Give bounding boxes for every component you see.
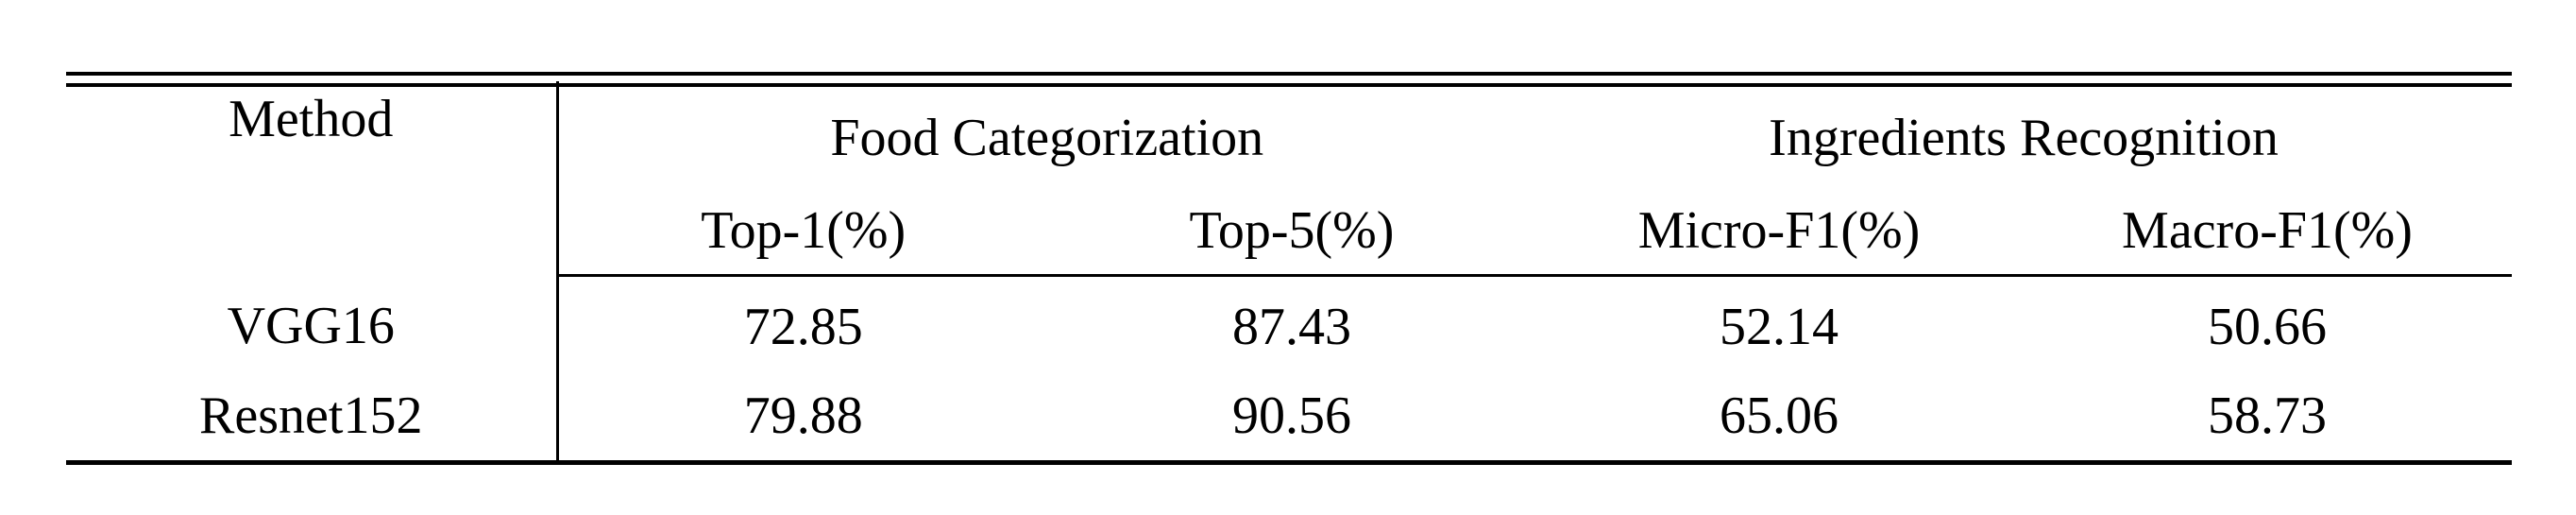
cell-top5: 90.56	[1048, 371, 1535, 465]
results-table-wrapper: Method Food Categorization Ingredients R…	[66, 72, 2512, 465]
cell-micro-f1: 52.14	[1720, 298, 1839, 356]
table-row: Resnet152 79.88 90.56 65.06 58.73	[66, 371, 2512, 465]
metric-header-micro-f1: Micro-F1(%)	[1535, 187, 2023, 277]
cell-top5: 87.43	[1232, 298, 1351, 356]
cell-top1: 79.88	[557, 371, 1048, 465]
metric-header-top5: Top-5(%)	[1048, 187, 1535, 277]
cell-macro-f1: 50.66	[2208, 298, 2327, 356]
row-method: Resnet152	[66, 371, 559, 465]
header-row-groups: Method Food Categorization Ingredients R…	[66, 81, 2512, 276]
table-row: VGG16 72.85 87.43 52.14 50.66	[66, 275, 2512, 371]
cell-micro-f1: 65.06	[1535, 371, 2023, 465]
header-row-metrics: Top-1(%) Top-5(%) Micro-F1(%) Macro-F1(%…	[66, 187, 2512, 277]
metric-header-top1: Top-1(%)	[557, 187, 1048, 277]
cell-macro-f1: 58.73	[2023, 371, 2512, 465]
food-categorization-header: Food Categorization	[830, 109, 1264, 167]
results-table: Method Food Categorization Ingredients R…	[66, 81, 2512, 465]
method-header: Method	[66, 81, 559, 276]
table-top-double-rule	[66, 72, 2512, 87]
ingredients-recognition-header: Ingredients Recognition	[1769, 109, 2279, 167]
metric-header-macro-f1: Macro-F1(%)	[2023, 187, 2512, 277]
row-method: VGG16	[66, 275, 559, 371]
cell-top1: 72.85	[743, 298, 863, 356]
